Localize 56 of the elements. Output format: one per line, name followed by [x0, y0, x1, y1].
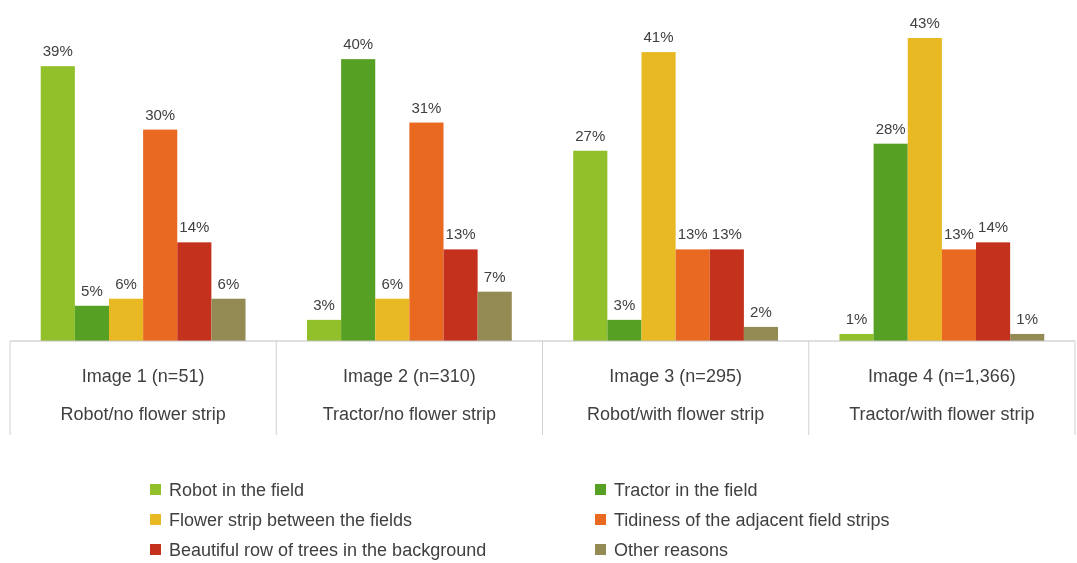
data-label: 3% — [313, 295, 335, 313]
bar — [40, 66, 75, 341]
bar — [143, 129, 178, 341]
data-label: 1% — [1016, 309, 1039, 327]
bar — [341, 59, 376, 341]
bar — [709, 249, 744, 341]
data-label: 13% — [677, 225, 708, 243]
data-label: 31% — [411, 98, 442, 116]
bar — [941, 249, 977, 341]
data-label: 30% — [145, 105, 176, 123]
data-label: 6% — [381, 274, 404, 292]
x-tick-label: Image 3 (n=295) Robot/with flower strip — [587, 366, 765, 424]
legend-label: Flower strip between the fields — [169, 510, 413, 530]
data-label: 43% — [909, 14, 940, 31]
data-label: 41% — [643, 28, 674, 46]
data-label: 1% — [845, 309, 868, 327]
bar — [607, 319, 642, 341]
bar — [108, 298, 144, 341]
legend-label: Robot in the field — [169, 480, 305, 500]
data-label: 14% — [978, 218, 1009, 236]
legend-label: Beautiful row of trees in the background — [169, 540, 487, 560]
data-label: 6% — [217, 274, 240, 292]
data-label: 13% — [711, 225, 742, 243]
data-label: 13% — [445, 225, 476, 243]
data-label: 27% — [575, 126, 606, 144]
bar — [306, 319, 342, 341]
bar — [573, 150, 608, 341]
data-label: 13% — [943, 225, 974, 243]
x-tick-label: Image 4 (n=1,366) Tractor/with flower strip — [849, 366, 1035, 424]
legend-label: Other reasons — [614, 540, 729, 560]
bar — [177, 242, 212, 341]
data-label: 14% — [179, 218, 210, 236]
bar — [211, 298, 246, 341]
legend-label: Tractor in the field — [614, 480, 758, 500]
data-label: 6% — [115, 274, 137, 292]
data-label: 7% — [483, 267, 506, 285]
bar — [74, 305, 109, 341]
bar — [443, 249, 478, 341]
x-tick-label: Image 2 (n=310) Tractor/no flower strip — [322, 366, 497, 424]
bar — [907, 38, 942, 341]
bar — [477, 291, 512, 341]
bar — [409, 122, 444, 341]
bar — [375, 298, 410, 341]
data-label: 39% — [42, 42, 73, 60]
data-label: 2% — [750, 302, 772, 320]
data-label: 5% — [81, 281, 103, 299]
data-label: 40% — [343, 35, 374, 53]
legend-label: Tidiness of the adjacent field strips — [614, 510, 890, 530]
data-label: 3% — [613, 295, 636, 313]
bar — [976, 242, 1011, 341]
bar — [641, 52, 676, 341]
bar — [675, 249, 710, 341]
data-label: 28% — [875, 119, 906, 137]
bar — [743, 326, 779, 341]
x-tick-label: Image 1 (n=51) Robot/no flower strip — [60, 366, 226, 424]
bar — [873, 143, 908, 341]
